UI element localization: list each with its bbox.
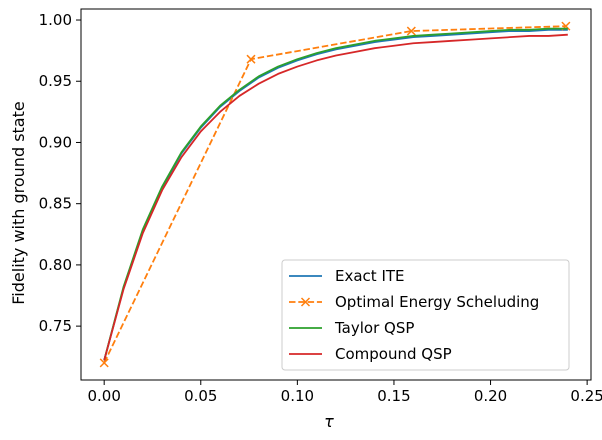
legend-marker xyxy=(300,297,311,307)
series-line-4 xyxy=(103,33,568,361)
x-tick-label: 0.25 xyxy=(570,387,602,405)
x-tick-label: 0.10 xyxy=(281,387,314,405)
y-tick-label: 0.75 xyxy=(39,317,72,335)
y-tick-label: 0.80 xyxy=(39,256,72,274)
data-point-marker xyxy=(99,358,109,368)
y-tick-label: 0.95 xyxy=(39,72,72,90)
x-axis-label: τ xyxy=(324,412,334,431)
series-line-2 xyxy=(103,25,566,364)
y-tick-label: 1.00 xyxy=(39,11,72,29)
legend-label-2: Optimal Energy Scheluding xyxy=(335,293,539,311)
series-line-3 xyxy=(103,27,568,361)
data-point-marker xyxy=(406,26,416,36)
axes: 0.00 0.05 0.10 0.15 0.20 0.25 0.75 0.80 0.85 0.90… xyxy=(39,8,602,405)
x-tick-label: 0.00 xyxy=(87,387,120,405)
y-tick-label: 0.90 xyxy=(39,133,72,151)
legend: Exact ITE Optimal Energy Scheluding Taylor… xyxy=(281,259,570,371)
legend-label-1: Exact ITE xyxy=(335,267,405,285)
data-point-marker xyxy=(246,54,256,64)
plot-area xyxy=(99,21,571,368)
x-tick-label: 0.05 xyxy=(184,387,217,405)
x-tick-label: 0.15 xyxy=(377,387,410,405)
y-axis-label: Fidelity with ground state xyxy=(9,101,28,304)
legend-box xyxy=(281,259,570,371)
legend-label-3: Taylor QSP xyxy=(334,319,414,337)
x-tick-label: 0.20 xyxy=(474,387,507,405)
axes-frame xyxy=(80,8,592,381)
y-tick-label: 0.85 xyxy=(39,195,72,213)
series-group xyxy=(99,21,571,368)
legend-label-4: Compound QSP xyxy=(335,345,452,363)
